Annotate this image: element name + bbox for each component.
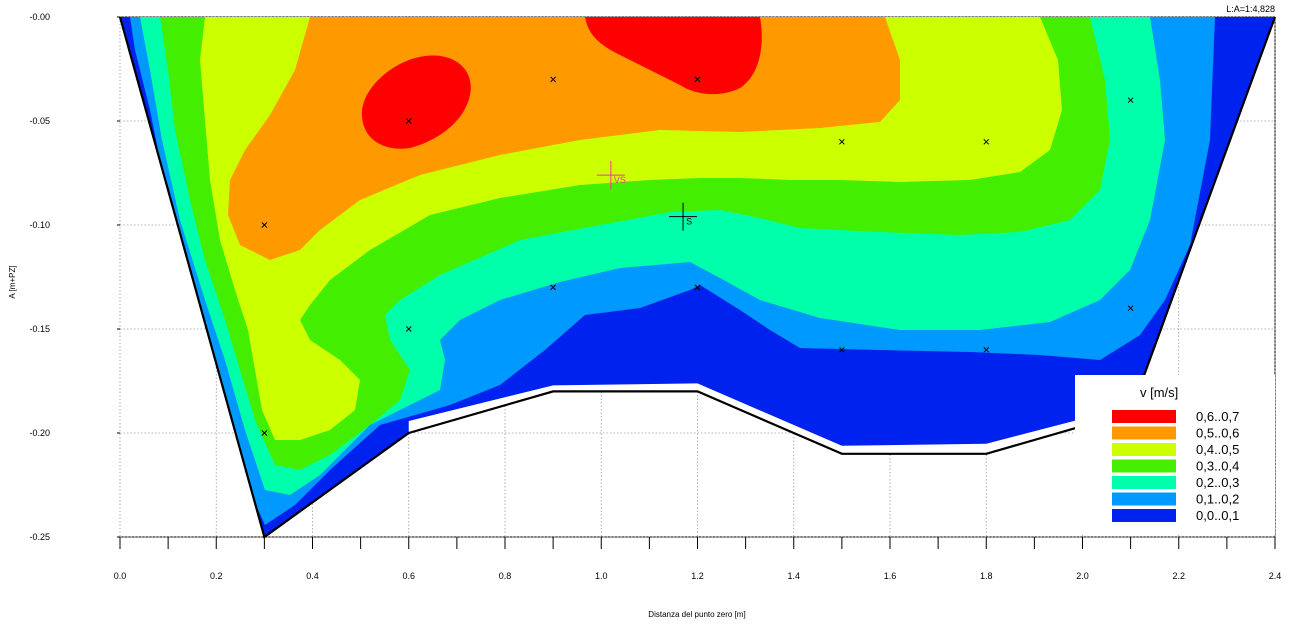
x-tick-label: 0.0 (114, 571, 127, 581)
x-tick-label: 0.8 (499, 571, 512, 581)
band-0-6-0-7-left (361, 55, 471, 149)
y-axis: -0.00 -0.05 -0.10 -0.15 -0.20 -0.25 (29, 12, 120, 542)
measurement-point (694, 284, 701, 291)
legend-entry: 0,3..0,4 (1112, 459, 1239, 474)
y-axis-title: A [m+PZ] (8, 265, 17, 298)
marker-vs: VS (596, 161, 626, 190)
x-tick-label: 1.2 (691, 571, 704, 581)
contour-fill (120, 17, 1275, 537)
measurement-points (261, 76, 1134, 436)
x-tick-label: 0.2 (210, 571, 223, 581)
measurement-point (983, 346, 990, 353)
legend-label: 0,6..0,7 (1196, 409, 1239, 424)
legend-swatch (1112, 410, 1176, 423)
measurement-point (261, 430, 268, 436)
legend-entry: 0,5..0,6 (1112, 426, 1239, 441)
x-tick-label: 1.6 (884, 571, 897, 581)
legend-entries: 0,6..0,7 0,5..0,60,4..0,5 0,3..0,40,2..0,3… (1112, 409, 1239, 523)
legend-label: 0,3..0,4 (1196, 459, 1239, 474)
scale-label: L:A=1:4,828 (1226, 4, 1275, 14)
y-tick-label: -0.00 (29, 12, 50, 22)
legend-swatch (1112, 443, 1176, 456)
measurement-point (550, 76, 556, 83)
y-tick-label: -0.05 (29, 116, 50, 126)
x-axis-title: Distanza del punto zero [m] (648, 610, 745, 619)
legend-label: 0,0..0,1 (1196, 508, 1239, 523)
legend-swatch (1112, 492, 1176, 506)
measurement-point (839, 138, 845, 145)
legend-entry: 0,4..0,5 (1112, 442, 1239, 457)
x-tick-label: 0.4 (306, 571, 319, 581)
legend-swatch (1112, 426, 1176, 440)
measurement-point (983, 138, 990, 145)
legend-swatch (1112, 476, 1176, 489)
measurement-point (405, 326, 412, 332)
legend-entry: 0,2..0,3 (1112, 475, 1239, 490)
unmeasured-zone (408, 383, 1131, 454)
y-tick-label: -0.25 (29, 532, 50, 542)
legend-swatch (1112, 459, 1176, 473)
y-tick-label: -0.15 (29, 324, 50, 334)
marker-label: S (686, 217, 692, 227)
legend-swatch (1112, 509, 1176, 522)
measurement-point (261, 222, 268, 228)
legend-entry: 0,1..0,2 (1112, 492, 1239, 507)
legend: v [m/s] 0,6..0,7 0,5..0,60,4..0,5 0,3..0,4… (1075, 375, 1275, 535)
measurement-point (1127, 305, 1134, 312)
x-tick-label: 2.0 (1076, 571, 1089, 581)
measurement-point (694, 76, 701, 83)
x-tick-label: 1.4 (787, 571, 800, 581)
legend-label: 0,1..0,2 (1196, 492, 1239, 507)
marker-label: VS (614, 175, 626, 185)
x-tick-label: 1.8 (980, 571, 993, 581)
legend-label: 0,4..0,5 (1196, 442, 1239, 457)
x-tick-label: 2.2 (1172, 571, 1185, 581)
x-tick-label: 2.4 (1269, 571, 1282, 581)
marker-s: S (669, 202, 698, 231)
legend-entry: 0,0..0,1 (1112, 508, 1239, 523)
x-tick-label: 0.6 (402, 571, 415, 581)
x-tick-label: 1.0 (595, 571, 608, 581)
measurement-point (839, 346, 845, 353)
measurement-point (405, 118, 412, 124)
y-tick-label: -0.20 (29, 428, 50, 438)
y-tick-label: -0.10 (29, 220, 50, 230)
centroid-markers: VS S (596, 161, 698, 231)
legend-label: 0,2..0,3 (1196, 475, 1239, 490)
legend-title: v [m/s] (1140, 385, 1178, 400)
measurement-point (1127, 97, 1134, 104)
legend-entry: 0,6..0,7 (1112, 409, 1239, 424)
x-axis: 0.0 0.2 0.4 0.6 0.8 1.0 1.2 1.4 1.6 1.8 2.0 2.2 2.4 (114, 537, 1282, 581)
band-0-6-0-7-right (585, 17, 762, 95)
legend-label: 0,5..0,6 (1196, 426, 1239, 441)
measurement-point (550, 284, 556, 291)
